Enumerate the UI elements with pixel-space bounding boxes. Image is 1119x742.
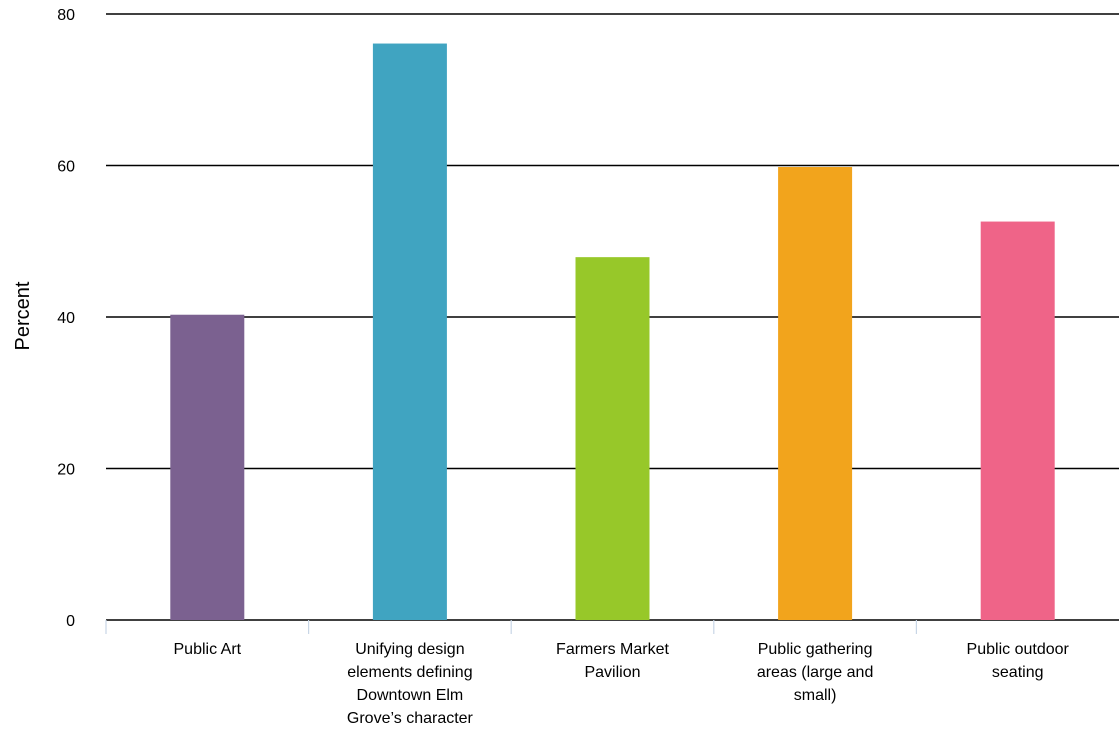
category-label-line: Unifying design (355, 641, 464, 658)
category-label: Farmers Market Pavilion (556, 641, 669, 681)
category-label-line: Public outdoor (967, 641, 1070, 658)
category-label-line: Farmers Market (556, 641, 669, 658)
category-label-line: Public gathering (758, 641, 873, 658)
bar (372, 43, 447, 621)
y-tick-label: 80 (57, 7, 75, 24)
category-label-line: elements defining (347, 664, 472, 681)
y-axis-title: Percent (12, 281, 34, 350)
category-label-line: Public Art (174, 641, 242, 658)
bar (980, 221, 1055, 620)
category-label: Public outdoor seating (967, 641, 1070, 681)
y-tick-label: 60 (57, 159, 75, 176)
bar (575, 257, 650, 620)
category-labels: Public Art Unifying design elements defini… (174, 641, 1070, 727)
category-label: Unifying design elements defining Downtown… (347, 641, 474, 727)
x-tick-marks (105, 620, 918, 634)
category-label-line: Grove’s character (347, 710, 474, 727)
y-tick-label: 0 (66, 613, 75, 630)
y-tick-label: 20 (57, 462, 75, 479)
y-tick-labels: 0 20 40 60 80 (57, 7, 75, 630)
category-label: Public gathering areas (large and small) (757, 641, 874, 704)
category-label-line: Pavilion (584, 664, 640, 681)
category-label: Public Art (174, 641, 242, 658)
category-label-line: seating (992, 664, 1044, 681)
category-label-line: small) (794, 687, 837, 704)
bar (170, 314, 245, 620)
category-label-line: areas (large and (757, 664, 874, 681)
bar (778, 167, 853, 620)
y-tick-label: 40 (57, 310, 75, 327)
category-label-line: Downtown Elm (357, 687, 464, 704)
bars (170, 43, 1055, 621)
